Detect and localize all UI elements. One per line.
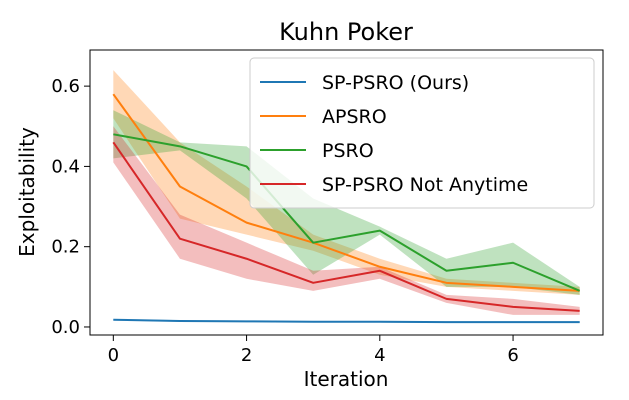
band-sp-psro-not-anytime: [113, 126, 580, 315]
legend: SP-PSRO (Ours) APSRO PSRO SP-PSRO Not Anyti…: [249, 57, 595, 209]
y-tick-label: 0.2: [51, 237, 80, 258]
band-apsro: [113, 70, 580, 295]
y-axis-label: Exploitability: [15, 127, 39, 257]
legend-entry-sp-psro-not-anytime: SP-PSRO Not Anytime: [322, 174, 528, 196]
y-axis-ticks: 0.0 0.2 0.4 0.6: [51, 76, 90, 338]
line-psro: [113, 133, 581, 292]
line-sp-psro-not-anytime: [112, 141, 580, 312]
series-lines: [112, 93, 581, 324]
band-psro: [113, 110, 580, 295]
x-tick-label: 6: [507, 345, 518, 366]
plot-frame: [89, 49, 604, 336]
y-tick-label: 0.6: [51, 76, 80, 97]
line-apsro: [112, 93, 580, 292]
x-axis-label: Iteration: [304, 367, 389, 391]
line-sp-psro-ours: [113, 318, 580, 324]
x-axis-ticks: 0 2 4 6: [108, 335, 519, 366]
x-tick-label: 2: [241, 345, 252, 366]
legend-entry-apsro: APSRO: [322, 106, 387, 128]
x-tick-label: 4: [374, 345, 385, 366]
legend-entry-psro: PSRO: [322, 140, 374, 162]
legend-entry-sp-psro-ours: SP-PSRO (Ours): [322, 72, 469, 94]
y-tick-label: 0.0: [51, 317, 80, 338]
x-tick-label: 0: [108, 345, 119, 366]
y-tick-label: 0.4: [51, 156, 80, 177]
chart-title: Kuhn Poker: [279, 18, 413, 46]
legend-box: [249, 57, 595, 209]
